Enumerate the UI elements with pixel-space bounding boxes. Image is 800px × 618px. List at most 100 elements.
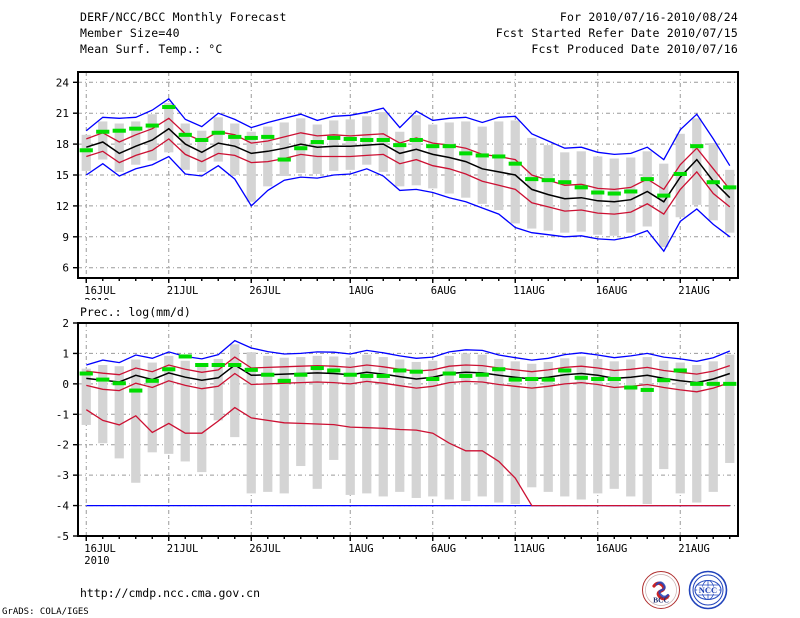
ensemble-spread-bar [642, 151, 652, 227]
ensemble-spread-bar [659, 163, 669, 248]
header-forecast-range: For 2010/07/16-2010/08/24 [559, 10, 738, 24]
climatology-marker [79, 148, 93, 153]
ensemble-q05-line [85, 406, 730, 507]
ncc-logo-text: NCC [699, 585, 717, 595]
climatology-marker [475, 153, 489, 158]
ensemble-spread-bar [642, 357, 652, 505]
climatology-marker [211, 130, 225, 135]
climatology-marker [508, 377, 522, 382]
y-tick-label: 0 [62, 378, 69, 391]
ensemble-spread-bar [98, 121, 108, 160]
plot-frame [77, 322, 739, 537]
climatology-marker [343, 136, 357, 141]
ensemble-spread-bar [98, 364, 108, 444]
ensemble-spread-bar [230, 344, 240, 438]
ensemble-median-line [86, 127, 731, 203]
ensemble-spread-bar [593, 156, 603, 235]
climatology-marker [360, 373, 374, 378]
x-tick-label: 16JUL [84, 543, 116, 555]
climatology-marker [624, 385, 638, 390]
ensemble-spread-bar [230, 123, 240, 175]
climatology-marker [261, 372, 275, 377]
climatology-marker [310, 366, 324, 371]
ensemble-spread-bar [609, 361, 619, 489]
climatology-marker [541, 178, 555, 183]
climatology-marker [195, 362, 209, 367]
x-tick-label: 16JUL [84, 285, 116, 297]
climatology-marker [459, 151, 473, 156]
ensemble-spread-bar [560, 152, 570, 233]
header-variable-temp: Mean Surf. Temp.: °C [80, 42, 223, 56]
ensemble-spread-bar [279, 357, 289, 494]
ensemble-spread-bar [378, 112, 388, 172]
ensemble-spread-bar [378, 357, 388, 497]
climatology-marker [558, 368, 572, 373]
x-tick-label: 21AUG [678, 285, 710, 297]
x-tick-label: 1AUG [348, 543, 373, 555]
ensemble-spread-bar [246, 352, 256, 494]
ensemble-spread-bar [692, 118, 702, 205]
header-start-refer-date: Fcst Started Refer Date 2010/07/15 [495, 26, 738, 40]
ensemble-spread-bar [114, 123, 124, 172]
ensemble-q75-line [86, 117, 731, 191]
ensemble-spread-bar [263, 355, 273, 492]
climatology-marker [96, 377, 110, 382]
climatology-marker [145, 378, 159, 383]
climatology-marker [657, 193, 671, 198]
ensemble-spread-bar [477, 354, 487, 497]
footer-url[interactable]: http://cmdp.ncc.cma.gov.cn [80, 586, 261, 600]
ensemble-spread-bar [444, 355, 454, 500]
climatology-marker [211, 362, 225, 367]
ensemble-spread-bar [428, 360, 438, 497]
ensemble-spread-bar [329, 356, 339, 460]
climatology-marker [508, 161, 522, 166]
ensemble-spread-bar [279, 122, 289, 177]
header-title: DERF/NCC/BCC Monthly Forecast [80, 10, 287, 24]
y-tick-label: -5 [56, 530, 69, 543]
ensemble-spread-bar [510, 361, 520, 505]
climatology-marker [310, 140, 324, 145]
climatology-marker [79, 371, 93, 376]
climatology-marker [129, 388, 143, 393]
climatology-marker [96, 129, 110, 134]
y-tick-label: -2 [56, 439, 69, 452]
climatology-marker [673, 368, 687, 373]
ensemble-spread-bar [164, 102, 174, 153]
ensemble-spread-bar [659, 360, 669, 470]
climatology-marker [360, 137, 374, 142]
ensemble-spread-bar [197, 130, 207, 172]
y-tick-label: 9 [62, 231, 69, 244]
bcc-logo-text: BCC [653, 596, 669, 605]
x-tick-label: 16AUG [596, 543, 628, 555]
climatology-marker [426, 376, 440, 381]
climatology-marker [640, 177, 654, 182]
climatology-marker [376, 373, 390, 378]
climatology-marker [178, 132, 192, 137]
climatology-marker [228, 362, 242, 367]
y-tick-label: 18 [56, 138, 69, 151]
climatology-marker [525, 376, 539, 381]
ensemble-spread-bar [494, 121, 504, 211]
ensemble-spread-bar [543, 145, 553, 231]
ensemble-spread-bar [180, 123, 190, 170]
ensemble-spread-bar [626, 359, 636, 497]
grads-credit: GrADS: COLA/IGES [2, 607, 89, 617]
climatology-marker [624, 189, 638, 194]
climatology-marker [558, 180, 572, 185]
climatology-marker [129, 126, 143, 131]
climatology-marker [409, 137, 423, 142]
climatology-marker [327, 368, 341, 373]
ensemble-spread-bar [213, 117, 223, 162]
ensemble-max-line [85, 97, 731, 167]
climatology-marker [376, 137, 390, 142]
climatology-marker [640, 387, 654, 392]
ensemble-spread-bar [725, 354, 735, 463]
ensemble-spread-bar [692, 364, 702, 503]
ensemble-spread-bar [263, 126, 273, 187]
bcc-logo: BCC [641, 570, 681, 610]
x-tick-label: 26JUL [249, 543, 281, 555]
x-tick-label: 6AUG [431, 285, 456, 297]
ensemble-q25-line [86, 138, 731, 215]
climatology-marker [475, 372, 489, 377]
